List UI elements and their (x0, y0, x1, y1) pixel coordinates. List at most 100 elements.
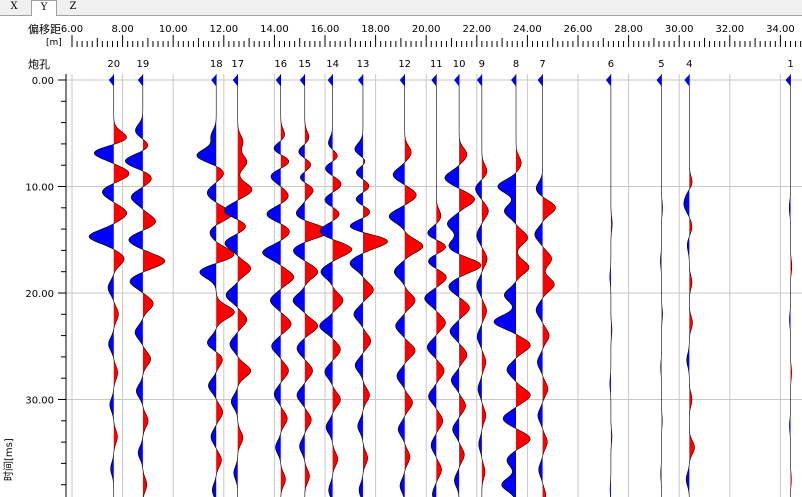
y-tick-label: 10.00 (25, 183, 54, 194)
trace-label: 1 (787, 59, 793, 70)
trace-label: 16 (274, 59, 287, 70)
positive-lobe (113, 73, 130, 497)
trace-line (196, 73, 235, 497)
first-break-spike (785, 74, 791, 87)
offset-ruler (71, 35, 802, 47)
trace-1 (785, 73, 793, 497)
positive-lobe (459, 73, 482, 497)
first-break-spike (656, 74, 662, 87)
trace-label: 11 (430, 59, 443, 70)
trace-label: 9 (479, 59, 485, 70)
trace-line (475, 73, 489, 497)
x-tick-label: 6.00 (61, 24, 83, 35)
y-tick-label: 20.00 (25, 289, 54, 300)
trace-label: 8 (513, 59, 519, 70)
x-tick-label: 32.00 (715, 24, 744, 35)
positive-lobe (362, 73, 388, 497)
positive-lobe (516, 73, 531, 497)
trace-label: 7 (539, 59, 545, 70)
trace-label: 12 (398, 59, 411, 70)
first-break-spike (108, 74, 114, 87)
trace-label: 13 (357, 59, 370, 70)
trace-line (125, 73, 166, 497)
trace-label: 17 (231, 59, 244, 70)
first-break-spike (537, 74, 543, 87)
positive-lobe (237, 73, 252, 497)
trace-line (319, 73, 353, 497)
trace-line (534, 73, 556, 497)
trace-label: 4 (686, 59, 692, 70)
negative-lobe (224, 73, 238, 497)
x-tick-label: 8.00 (111, 24, 133, 35)
trace-13 (349, 73, 388, 497)
negative-lobe (389, 73, 405, 497)
y-tick-label: 30.00 (25, 396, 54, 407)
trace-line (788, 73, 793, 497)
time-axis: 0.00 10.00 20.00 30.00 (25, 76, 66, 486)
first-break-spike (232, 74, 238, 87)
trace-label: 19 (136, 59, 149, 70)
positive-lobe (280, 73, 294, 497)
first-break-spike (275, 74, 281, 87)
trace-line (88, 73, 130, 497)
negative-lobe (424, 73, 437, 497)
trace-label: 20 (107, 59, 120, 70)
trace-line (660, 73, 663, 497)
offset-unit-label: [m] (46, 38, 62, 48)
y-tick-label: 0.00 (32, 76, 54, 87)
trace-10 (444, 73, 482, 497)
negative-lobe (534, 73, 543, 497)
x-tick-labels: 6.00 8.00 10.00 12.00 14.00 16.00 18.00 20.00 22… (61, 24, 795, 35)
trace-line (349, 73, 388, 497)
trace-label: 6 (608, 59, 614, 70)
trace-line (292, 73, 330, 497)
negative-lobe (196, 73, 217, 497)
first-break-spike (431, 74, 437, 87)
trace-12 (388, 73, 424, 497)
trace-area (88, 73, 793, 497)
x-tick-label: 12.00 (209, 24, 238, 35)
tab-z[interactable]: Z (69, 1, 77, 12)
positive-lobe (216, 73, 235, 497)
trace-19 (125, 73, 166, 497)
positive-lobe (689, 73, 695, 497)
trace-4 (683, 73, 695, 497)
trace-20 (88, 73, 130, 497)
trace-line (262, 73, 294, 497)
tab-y[interactable]: Y (31, 0, 57, 16)
negative-lobe (262, 73, 281, 497)
negative-lobe (493, 73, 517, 497)
trace-label: 14 (326, 59, 339, 70)
negative-lobe (475, 73, 482, 497)
grid-lines (66, 74, 802, 497)
trace-18 (196, 73, 235, 497)
tab-x[interactable]: X (10, 1, 18, 12)
negative-lobe (444, 73, 460, 497)
trace-label: 10 (453, 59, 466, 70)
negative-lobe (125, 73, 143, 497)
trace-line (493, 73, 531, 497)
trace-5 (656, 73, 663, 497)
trace-label: 5 (658, 59, 664, 70)
x-tick-label: 14.00 (260, 24, 289, 35)
first-break-spike (327, 74, 333, 87)
trace-9 (475, 73, 489, 497)
chart-background (0, 16, 802, 497)
trace-label: 15 (298, 59, 311, 70)
first-break-spike (137, 74, 143, 87)
first-break-spike (299, 74, 305, 87)
x-tick-label: 20.00 (412, 24, 441, 35)
positive-lobe (542, 73, 556, 497)
trace-15 (292, 73, 330, 497)
x-tick-label: 24.00 (513, 24, 542, 35)
x-tick-label: 18.00 (361, 24, 390, 35)
trace-17 (223, 73, 253, 497)
first-break-spike (476, 74, 482, 87)
trace-16 (262, 73, 294, 497)
trace-line (444, 73, 482, 497)
trace-labels: 20 19 18 17 16 15 14 13 12 11 10 9 8 7 6 5 4 1 (107, 59, 793, 70)
x-tick-label: 22.00 (462, 24, 491, 35)
shot-label: 炮孔 (28, 58, 50, 71)
first-break-spike (211, 74, 217, 87)
